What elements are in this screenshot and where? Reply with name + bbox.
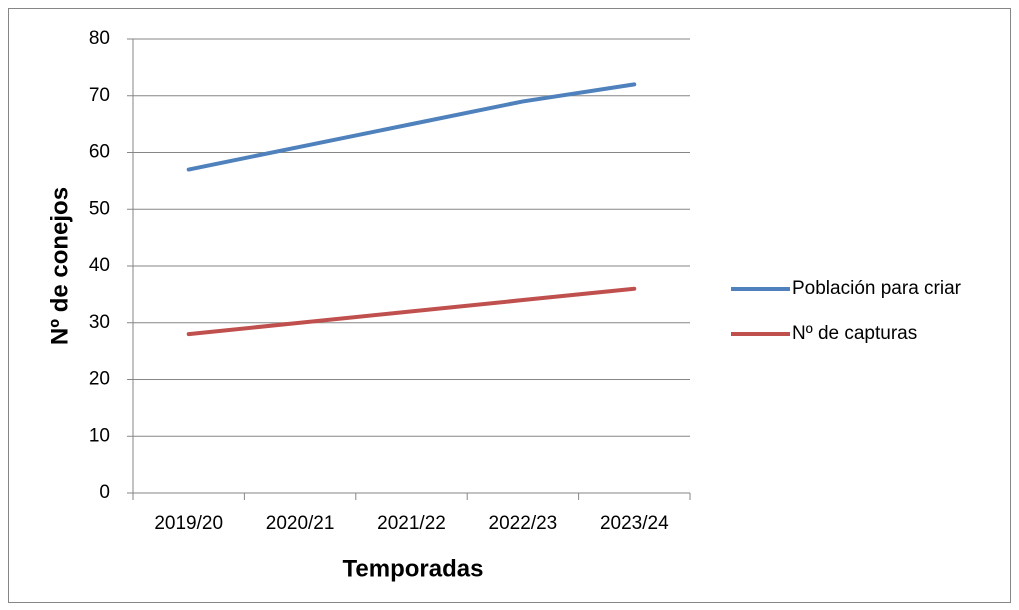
y-tick-label: 10 [89,425,110,446]
y-tick-label: 70 [89,85,110,106]
x-tick-label: 2021/22 [377,513,446,534]
legend-label: Nº de capturas [792,323,917,344]
series-line [186,82,637,172]
legend-label: Población para criar [792,278,962,299]
y-axis-title: Nº de conejos [46,187,73,345]
x-axis-title: Temporadas [343,555,484,582]
y-tick-label: 50 [89,198,110,219]
x-tick-label: 2019/20 [154,513,223,534]
y-tick-label: 60 [89,142,110,163]
y-tick-label: 30 [89,312,110,333]
x-tick-label: 2020/21 [266,513,335,534]
y-tick-label: 80 [89,28,110,49]
y-tick-label: 40 [89,255,110,276]
x-tick-label: 2023/24 [600,513,669,534]
x-tick-label: 2022/23 [489,513,558,534]
y-tick-label: 0 [99,482,110,503]
series-line [186,286,637,337]
y-tick-label: 20 [89,369,110,390]
chart-border [8,8,1011,603]
